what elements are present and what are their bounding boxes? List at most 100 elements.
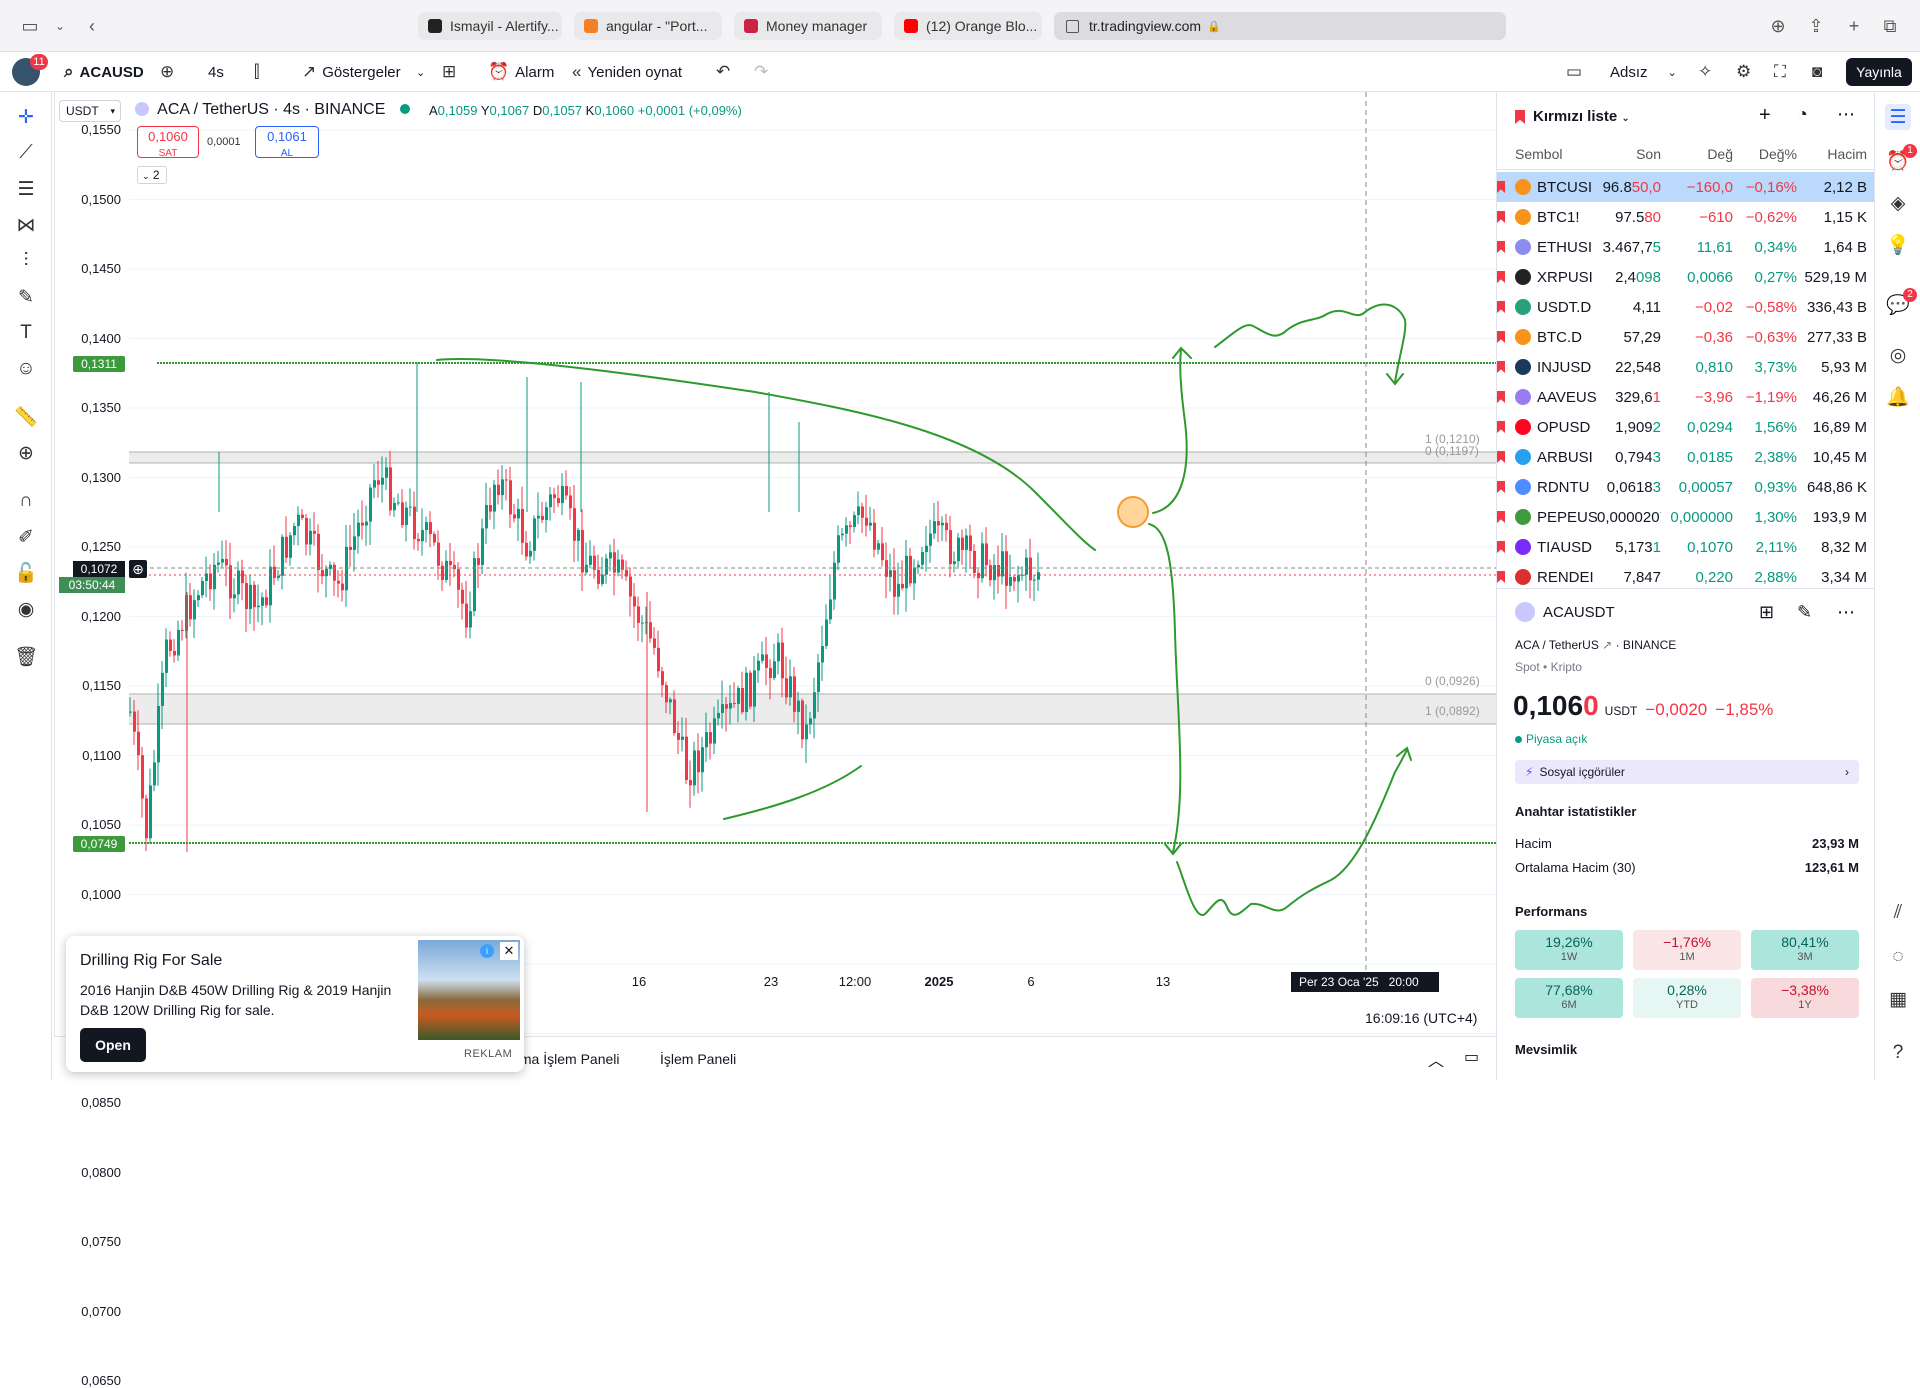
detail-meta-crypto[interactable]: Kripto (1550, 660, 1582, 674)
watchlist-row[interactable]: USDT.D 4,11 −0,02 −0,58% 336,43 B (1497, 292, 1875, 322)
timezone-clock[interactable]: 16:09:16 (UTC+4) (1365, 1010, 1478, 1026)
col-symbol[interactable]: Sembol (1515, 146, 1563, 162)
help-icon[interactable]: ? (1892, 1042, 1904, 1063)
chart-type-button[interactable]: ⫿ (254, 52, 265, 92)
sidebar-toggle-icon[interactable]: ▭ (21, 15, 39, 36)
magnet-icon[interactable]: ∩ (19, 490, 33, 511)
flag-icon[interactable] (1497, 511, 1505, 523)
calendar-icon[interactable]: ▦ (1889, 988, 1907, 1010)
maximize-icon[interactable]: ▭ (1464, 1049, 1480, 1066)
watchlist-row[interactable]: ETHUSI 3.467,75 11,61 0,34% 1,64 B (1497, 232, 1875, 262)
share-icon[interactable]: ⇪ (1808, 15, 1824, 36)
browser-tab[interactable]: Money manager (734, 12, 882, 40)
chart-canvas[interactable] (55, 92, 1497, 1036)
more-icon[interactable]: ⋯ (1837, 602, 1855, 622)
watchlist-row[interactable]: INJUSD 22,548 0,810 3,73% 5,93 M (1497, 352, 1875, 382)
redo-button[interactable]: ↷ (754, 52, 774, 92)
emoji-icon[interactable]: ☺ (16, 358, 36, 379)
watchlist-row[interactable]: ARBUSI 0,7943 0,0185 2,38% 10,45 M (1497, 442, 1875, 472)
eye-icon[interactable]: ◉ (17, 598, 35, 620)
chevron-up-icon[interactable]: ︿ (1428, 1053, 1445, 1070)
back-icon[interactable]: ‹ (89, 15, 95, 36)
buy-button[interactable]: 0,1061 AL (255, 126, 319, 159)
chat-icon[interactable]: 💬 (1886, 295, 1910, 316)
flag-icon[interactable] (1497, 571, 1505, 583)
add-alert-plus-icon[interactable]: ⊕ (129, 560, 147, 578)
quick-search-button[interactable]: ✧ (1698, 52, 1718, 92)
brush-stroke[interactable] (1152, 346, 1192, 514)
snapshot-button[interactable]: ◙ (1812, 52, 1828, 92)
new-tab-icon[interactable]: + (1848, 15, 1860, 36)
flag-icon[interactable] (1497, 181, 1505, 193)
flag-icon[interactable] (1497, 541, 1505, 553)
download-icon[interactable]: ⊕ (1770, 15, 1786, 36)
lock-icon[interactable]: 🔓 (14, 563, 38, 584)
flag-icon[interactable] (1497, 331, 1505, 343)
flag-icon[interactable] (1497, 481, 1505, 493)
flag-icon[interactable] (1497, 241, 1505, 253)
browser-tab[interactable]: Ismayil - Alertify... (418, 12, 562, 40)
trend-line-icon[interactable]: ⟋ (19, 142, 33, 163)
address-bar[interactable]: tr.tradingview.com 🔒 (1054, 12, 1506, 40)
undo-button[interactable]: ↶ (716, 52, 736, 92)
flag-icon[interactable] (1497, 301, 1505, 313)
detail-symbol[interactable]: ACAUSDT (1543, 604, 1615, 621)
draw-mode-icon[interactable]: ✐ (18, 526, 34, 548)
brush-stroke[interactable] (436, 358, 1096, 551)
brush-stroke[interactable] (1176, 746, 1412, 916)
watchlist-row[interactable]: XRPUSI 2,4098 0,0066 0,27% 529,19 M (1497, 262, 1875, 292)
watchlist-row[interactable]: BTCUSI 96.850,0 −160,0 −0,16% 2,12 B (1497, 172, 1875, 202)
info-icon[interactable]: i (480, 944, 494, 958)
settings-button[interactable]: ⚙ (1736, 52, 1757, 92)
ad-title[interactable]: Drilling Rig For Sale (80, 952, 223, 969)
browser-tab[interactable]: angular - "Port... (574, 12, 722, 40)
templates-button[interactable]: ⊞ (442, 52, 462, 92)
watchlist-row[interactable]: BTC.D 57,29 −0,36 −0,63% 277,33 B (1497, 322, 1875, 352)
chart-title[interactable]: ACA / TetherUS · 4s · BINANCE (157, 101, 386, 118)
brush-stroke[interactable] (1148, 523, 1182, 856)
publish-button[interactable]: Yayınla (1846, 58, 1912, 86)
watchlist-row[interactable]: TIAUSD 5,1731 0,1070 2,11% 8,32 M (1497, 532, 1875, 562)
symbol-search[interactable]: ⌕ ACAUSD (64, 52, 144, 92)
brush-stroke[interactable] (723, 765, 862, 820)
indicators-button[interactable]: ↗ Göstergeler (302, 52, 401, 92)
alert-button[interactable]: ⏰ Alarm (488, 52, 554, 92)
add-symbol-icon[interactable]: + (1759, 104, 1771, 126)
projection-icon[interactable]: ⫶ (23, 250, 29, 271)
col-change-pct[interactable]: Değ% (1758, 146, 1797, 162)
trash-icon[interactable]: 🗑 (13, 647, 39, 668)
dom-icon[interactable]: ◌ (1892, 946, 1904, 967)
brush-stroke[interactable] (1214, 303, 1407, 386)
tab-strategy-panel[interactable]: tma İşlem Paneli (516, 1051, 620, 1067)
col-last[interactable]: Son (1636, 146, 1661, 162)
detail-meta-spot[interactable]: Spot (1515, 660, 1540, 674)
replay-button[interactable]: « Yeniden oynat (572, 52, 682, 92)
zoom-in-icon[interactable]: ⊕ (18, 442, 34, 464)
social-insights-button[interactable]: ⚡ Sosyal içgörüler › (1515, 760, 1859, 784)
ideas-icon[interactable]: 💡 (1886, 235, 1910, 256)
pine-editor-icon[interactable]: ⫽ (1893, 902, 1903, 923)
brush-icon[interactable]: ✎ (18, 286, 34, 308)
compare-button[interactable]: ⊕ (160, 52, 180, 92)
watchlist-row[interactable]: BTC1! 97.580 −610 −0,62% 1,15 K (1497, 202, 1875, 232)
grid-icon[interactable]: ⊞ (1759, 602, 1775, 622)
watchlist-icon[interactable]: ☰ (1885, 104, 1911, 130)
advanced-view-icon[interactable]: ◔ (1797, 104, 1808, 124)
layers-icon[interactable]: ◈ (1890, 192, 1906, 214)
flag-icon[interactable] (1497, 421, 1505, 433)
col-volume[interactable]: Hacim (1827, 146, 1867, 162)
tab-trading-panel[interactable]: İşlem Paneli (660, 1051, 737, 1067)
col-change[interactable]: Değ (1707, 146, 1733, 162)
flag-icon[interactable] (1497, 391, 1505, 403)
watchlist-title[interactable]: Kırmızı liste ⌄ (1533, 108, 1630, 125)
text-icon[interactable]: T (20, 322, 32, 343)
sell-button[interactable]: 0,1060 SAT (137, 126, 199, 159)
layout-select-button[interactable]: ▭ (1566, 52, 1588, 92)
tab-overview-icon[interactable]: ⧉ (1883, 15, 1897, 36)
ruler-icon[interactable]: 📏 (14, 407, 38, 428)
pattern-icon[interactable]: ⋈ (16, 214, 36, 236)
crosshair-icon[interactable]: ✛ (18, 106, 34, 128)
fullscreen-button[interactable]: ⛶ (1774, 52, 1792, 92)
watchlist-row[interactable]: AAVEUS 329,61 −3,96 −1,19% 46,26 M (1497, 382, 1875, 412)
indicators-collapse[interactable]: ⌄ 2 (137, 166, 167, 184)
